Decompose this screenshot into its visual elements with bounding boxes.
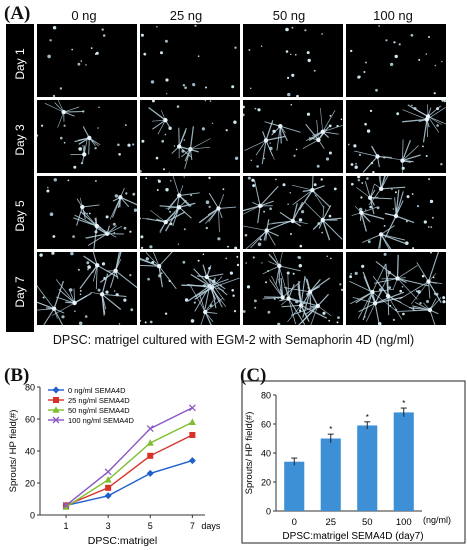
data-point-s0-x3 [104,492,112,500]
micrograph-day7-col3 [243,252,343,325]
data-point-s1-x3 [105,484,112,491]
bar-chart-sprouts-day7: 0 20 40 60 80 0 * 25 * 50 * 100 (ng/ml)DPSC:matrigel… [241,380,466,544]
micrograph-day3-col1 [37,100,137,173]
y-tick-label: 0 [266,507,271,517]
micrograph-day7-col1 [37,252,137,325]
series-line-3 [65,407,193,506]
x-tick-label: 25 [325,517,336,528]
micrograph-day5-col2 [140,176,240,249]
bar-25 [320,438,341,511]
panel-a-label: (A) [4,3,31,24]
data-point-s1-x5 [147,452,154,459]
x-tick-label: 100 [396,517,412,528]
y-tick-label: 80 [25,383,35,393]
x-axis-unit: (ng/ml) [423,515,451,525]
y-tick-label: 20 [261,478,271,488]
y-tick-label: 40 [261,449,271,459]
micrograph-day7-col2 [140,252,240,325]
x-axis-label: DPSC:matrigel [88,535,157,547]
series-line-2 [65,421,193,508]
chart-border [241,380,466,544]
data-point-s2-x1 [62,503,70,510]
column-header-0ng: 0 ng [71,8,97,23]
micrograph-day5-col4 [346,176,446,249]
y-axis-label: Sprouts/ HP field(#) [8,410,19,493]
data-point-s1-x7 [189,432,196,438]
series-line-0 [65,459,193,507]
bar-50 [357,425,378,511]
x-tick-label: 5 [148,521,153,531]
micrograph-day3-col2 [140,100,240,173]
row-header-day1: Day 1 [6,24,34,104]
column-header-25ng: 25 ng [169,8,203,23]
row-header-day5: Day 5 [6,176,34,256]
data-point-s3-x3 [104,468,112,476]
y-tick-label: 0 [30,511,35,521]
data-point-s2-x7 [188,418,196,425]
legend-marker-3 [52,416,60,424]
micrograph-day1-col2 [140,24,240,97]
row-header-day5-label: Day 5 [13,200,27,232]
data-point-s2-x3 [104,476,112,483]
micrograph-day3-col3 [243,100,343,173]
micrograph-day1-col4 [346,24,446,97]
legend-label-2: 50 ng/ml SEMA4D [68,406,130,415]
row-header-day7-label: Day 7 [13,276,27,308]
row-header-day3: Day 3 [6,100,34,180]
legend-marker-1 [53,397,59,403]
column-header-50ng: 50 ng [272,8,306,23]
bar-100 [393,412,414,511]
row-header-day1-label: Day 1 [13,48,27,80]
significance-marker-100: * [402,399,405,408]
x-tick-label: 50 [362,517,373,528]
data-point-s0-x7 [188,457,196,465]
legend-label-0: 0 ng/ml SEMA4D [68,386,126,395]
y-tick-label: 60 [261,420,271,430]
x-tick-label: 3 [106,521,111,531]
micrograph-day3-col4 [346,100,446,173]
legend-label-3: 100 ng/ml SEMA4D [68,416,134,425]
micrograph-day5-col1 [37,176,137,249]
data-point-s3-x7 [188,404,196,412]
micrograph-day1-col1 [37,24,137,97]
legend-marker-0 [52,386,60,394]
y-tick-label: 20 [25,479,35,489]
data-point-s0-x5 [146,469,154,477]
data-point-s3-x1 [62,501,70,509]
data-point-s2-x5 [146,439,154,446]
y-tick-label: 80 [261,391,271,401]
series-line-1 [65,434,193,507]
x-tick-label: 0 [292,517,297,528]
legend-label-1: 25 ng/ml SEMA4D [68,396,130,405]
y-tick-label: 60 [25,415,35,425]
legend-marker-2 [52,406,60,413]
x-axis-unit: days [201,521,221,531]
x-tick-label: 1 [64,521,69,531]
y-axis-label: Sprouts/ HP field(#) [244,412,255,495]
row-header-day7: Day 7 [6,252,34,332]
data-point-s3-x5 [146,425,154,433]
x-tick-label: 7 [190,521,195,531]
column-header-100ng: 100 ng [373,8,413,23]
line-chart-sprouts-by-day: 0 20 40 60 80 1 3 5 7 days DPSC:matrigel Sprouts/ H… [8,383,221,548]
bar-0 [284,461,305,511]
row-header-day3-label: Day 3 [13,124,27,156]
x-axis-label: DPSC:matrigel SEMA4D (day7) [282,531,423,542]
significance-marker-25: * [329,425,332,434]
micrograph-day1-col3 [243,24,343,97]
panel-a-caption: DPSC: matrigel cultured with EGM-2 with … [52,333,415,347]
micrograph-day7-col4 [346,252,446,325]
panel-b-label: (B) [4,365,30,386]
micrograph-day5-col3 [243,176,343,249]
significance-marker-50: * [366,413,369,422]
y-tick-label: 40 [25,447,35,457]
